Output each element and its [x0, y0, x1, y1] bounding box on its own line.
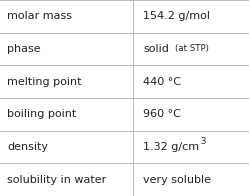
- Text: 154.2 g/mol: 154.2 g/mol: [143, 11, 210, 21]
- Text: 3: 3: [200, 137, 206, 146]
- Text: (at STP): (at STP): [175, 44, 209, 54]
- Text: very soluble: very soluble: [143, 175, 211, 185]
- Text: phase: phase: [7, 44, 41, 54]
- Text: density: density: [7, 142, 49, 152]
- Text: solid: solid: [143, 44, 169, 54]
- Text: boiling point: boiling point: [7, 109, 77, 119]
- Text: solubility in water: solubility in water: [7, 175, 107, 185]
- Text: 440 °C: 440 °C: [143, 77, 181, 87]
- Text: 1.32 g/cm: 1.32 g/cm: [143, 142, 199, 152]
- Text: 960 °C: 960 °C: [143, 109, 181, 119]
- Text: molar mass: molar mass: [7, 11, 72, 21]
- Text: melting point: melting point: [7, 77, 82, 87]
